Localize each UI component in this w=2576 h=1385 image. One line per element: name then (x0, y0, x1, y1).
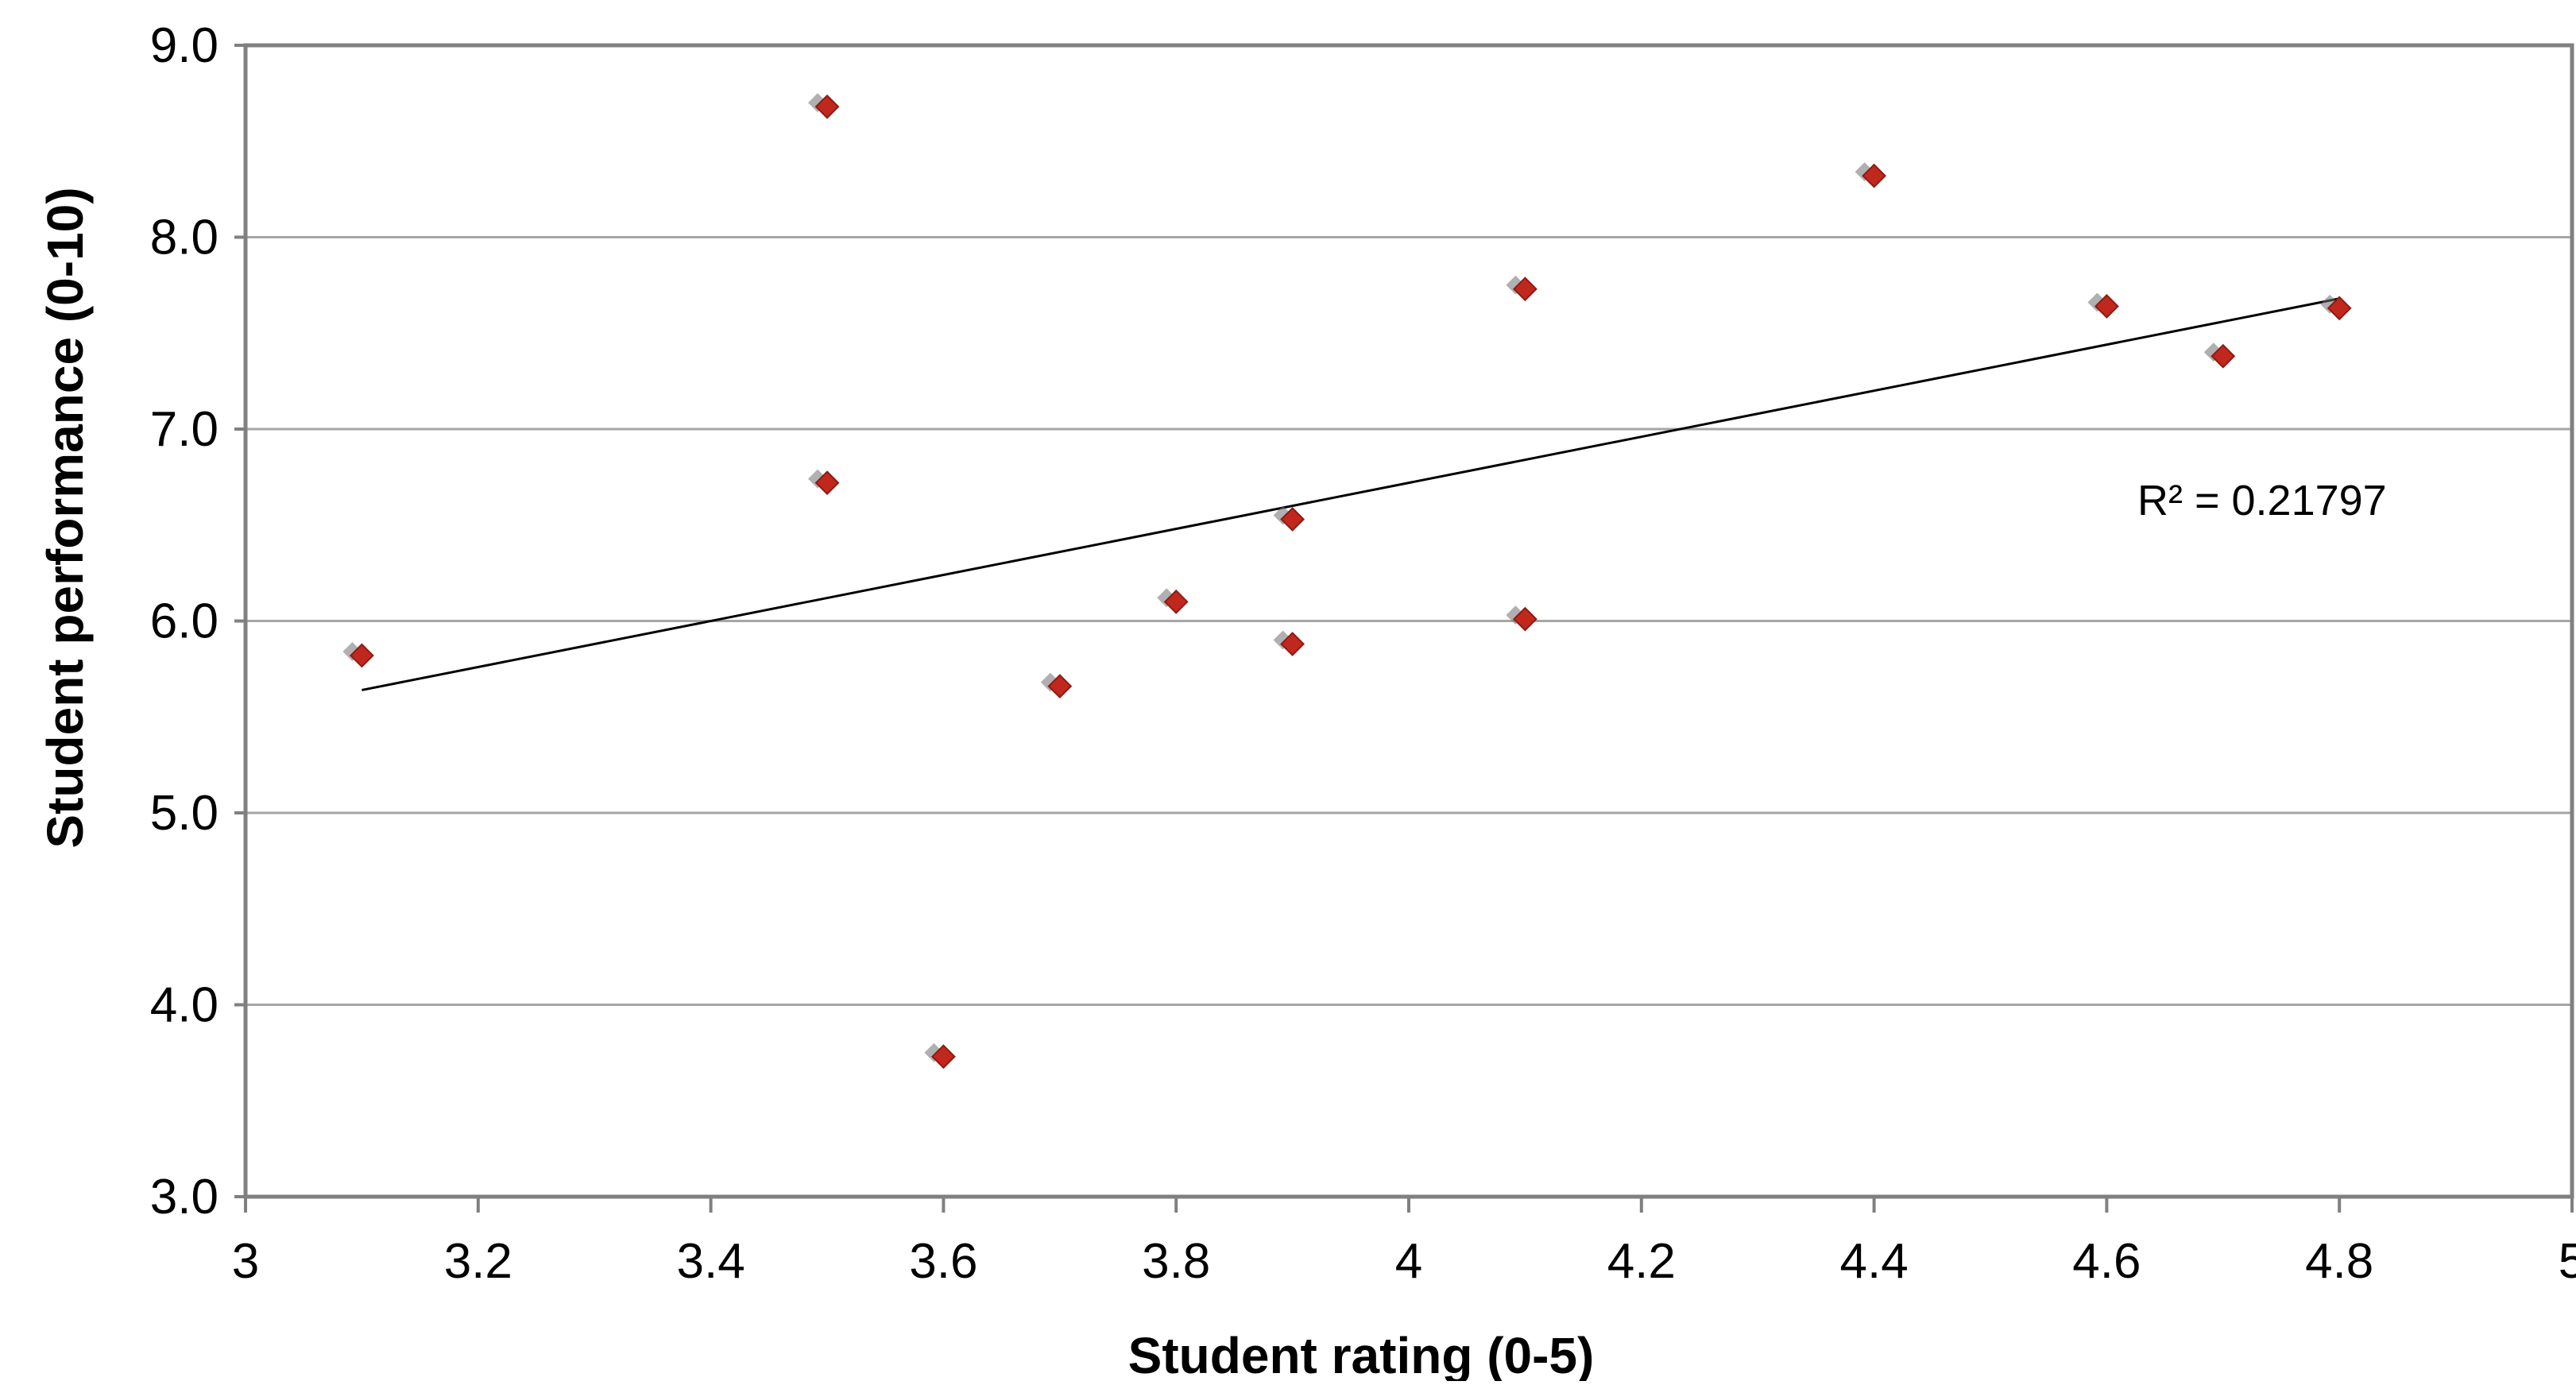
x-tick-label: 5 (2559, 1234, 2576, 1289)
data-point (1273, 505, 1305, 532)
x-tick-label: 4.6 (2072, 1234, 2141, 1289)
y-tick-label: 3.0 (150, 1170, 219, 1224)
data-point (924, 1043, 956, 1070)
data-point-marker (1280, 507, 1305, 532)
data-point (1040, 672, 1073, 699)
data-point-marker (1862, 163, 1887, 188)
y-tick-label: 9.0 (150, 18, 219, 73)
data-point-marker (1047, 674, 1073, 699)
data-point-marker (1280, 632, 1305, 656)
grid-lines (246, 236, 2572, 1006)
y-tick-label: 7.0 (150, 402, 219, 457)
y-tick-label: 4.0 (150, 978, 219, 1033)
x-axis-title: Student rating (0-5) (1128, 1327, 1595, 1381)
data-point (808, 93, 840, 119)
data-point-marker (814, 94, 840, 119)
x-tick-label: 4 (1395, 1234, 1422, 1289)
y-tick-label: 8.0 (150, 211, 219, 265)
y-axis-tick-labels: 3.0 4.0 5.0 6.0 7.0 8.0 9.0 (150, 18, 219, 1224)
x-tick-label: 3.8 (1142, 1234, 1210, 1289)
trendline (362, 297, 2340, 691)
axis-ticks (234, 44, 2574, 1213)
x-tick-label: 4.4 (1839, 1234, 1908, 1289)
y-tick-label: 6.0 (150, 594, 219, 649)
data-point-marker (2094, 294, 2119, 319)
data-point (1506, 275, 1537, 302)
data-point (1506, 605, 1537, 632)
data-point-marker (349, 643, 374, 668)
data-point (1157, 588, 1189, 614)
data-point (1273, 630, 1305, 656)
data-point (808, 469, 840, 496)
x-tick-label: 3.6 (909, 1234, 977, 1289)
r-squared-annotation: R² = 0.21797 (2137, 477, 2387, 524)
data-point-marker (930, 1044, 956, 1070)
data-point-marker (1512, 277, 1537, 302)
x-tick-label: 3.2 (444, 1234, 512, 1289)
data-point (1855, 162, 1887, 188)
data-point-marker (2210, 343, 2236, 369)
x-tick-label: 4.2 (1607, 1234, 1676, 1289)
data-point-marker (814, 470, 840, 496)
data-point-marker (2327, 296, 2352, 321)
x-tick-label: 3 (232, 1234, 259, 1289)
data-point (342, 641, 374, 668)
data-point (2087, 292, 2119, 319)
data-point (2203, 342, 2236, 369)
x-tick-label: 3.4 (676, 1234, 745, 1289)
data-points (342, 93, 2352, 1070)
data-point-marker (1512, 606, 1537, 632)
x-tick-label: 4.8 (2305, 1234, 2373, 1289)
y-tick-label: 5.0 (150, 786, 219, 841)
data-point-marker (1163, 589, 1189, 614)
data-point (2320, 294, 2352, 321)
x-axis-tick-labels: 3 3.2 3.4 3.6 3.8 4 4.2 4.4 4.6 4.8 5 (232, 1234, 2576, 1289)
y-axis-title: Student performance (0-10) (37, 187, 94, 848)
